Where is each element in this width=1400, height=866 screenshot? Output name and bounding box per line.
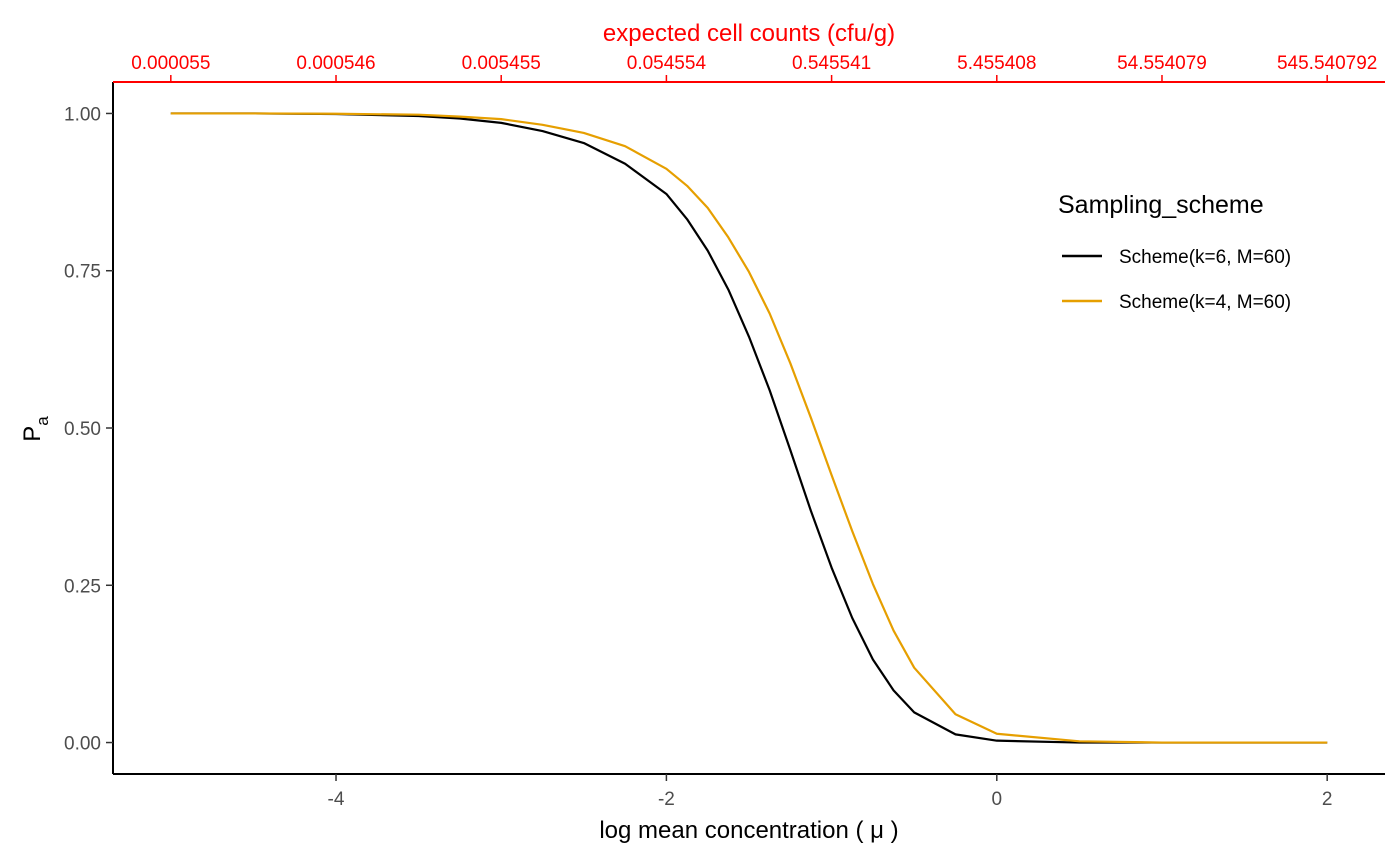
svg-text:Pa: Pa: [19, 416, 52, 442]
y-axis-title-main: P: [19, 426, 46, 442]
secondary-x-tick-label: 0.005455: [462, 53, 541, 74]
y-tick-label: 1.00: [64, 104, 101, 125]
x-tick-label: 0: [992, 789, 1003, 810]
x-axis-title: log mean concentration ( μ ): [599, 817, 898, 844]
secondary-x-tick-label: 545.540792: [1277, 53, 1377, 74]
secondary-x-axis-title: expected cell counts (cfu/g): [603, 20, 895, 47]
y-axis-title: Pa: [19, 416, 52, 442]
secondary-x-tick-label: 0.000055: [131, 53, 210, 74]
y-tick-label: 0.75: [64, 262, 101, 283]
series-line-1: [170, 112, 1328, 744]
legend-label-2: Scheme(k=4, M=60): [1119, 292, 1291, 313]
y-tick-label: 0.25: [64, 576, 101, 597]
secondary-x-tick-label: 5.455408: [957, 53, 1036, 74]
secondary-x-tick-label: 54.554079: [1117, 53, 1207, 74]
x-tick-label: 2: [1322, 789, 1333, 810]
y-axis-title-subscript: a: [33, 416, 52, 426]
secondary-x-tick-label: 0.054554: [627, 53, 707, 74]
y-tick-label: 0.00: [64, 734, 101, 755]
series-line-2: [170, 112, 1328, 744]
secondary-x-tick-label: 0.000546: [296, 53, 375, 74]
y-tick-label: 0.50: [64, 419, 101, 440]
series-layer: [170, 112, 1328, 744]
x-tick-label: -4: [328, 789, 345, 810]
x-tick-label: -2: [658, 789, 675, 810]
secondary-x-tick-label: 0.545541: [792, 53, 871, 74]
legend: Sampling_scheme Scheme(k=6, M=60)Scheme(…: [1058, 191, 1291, 313]
legend-items: Scheme(k=6, M=60) Scheme(k=4, M=60): [1062, 247, 1291, 313]
legend-title: Sampling_scheme: [1058, 191, 1264, 219]
legend-label-1: Scheme(k=6, M=60): [1119, 247, 1291, 268]
axes-layer: 0.00 0.25 0.50 0.75 1.00 -4 -2 0 2 0.000055 0.0005…: [64, 53, 1385, 810]
